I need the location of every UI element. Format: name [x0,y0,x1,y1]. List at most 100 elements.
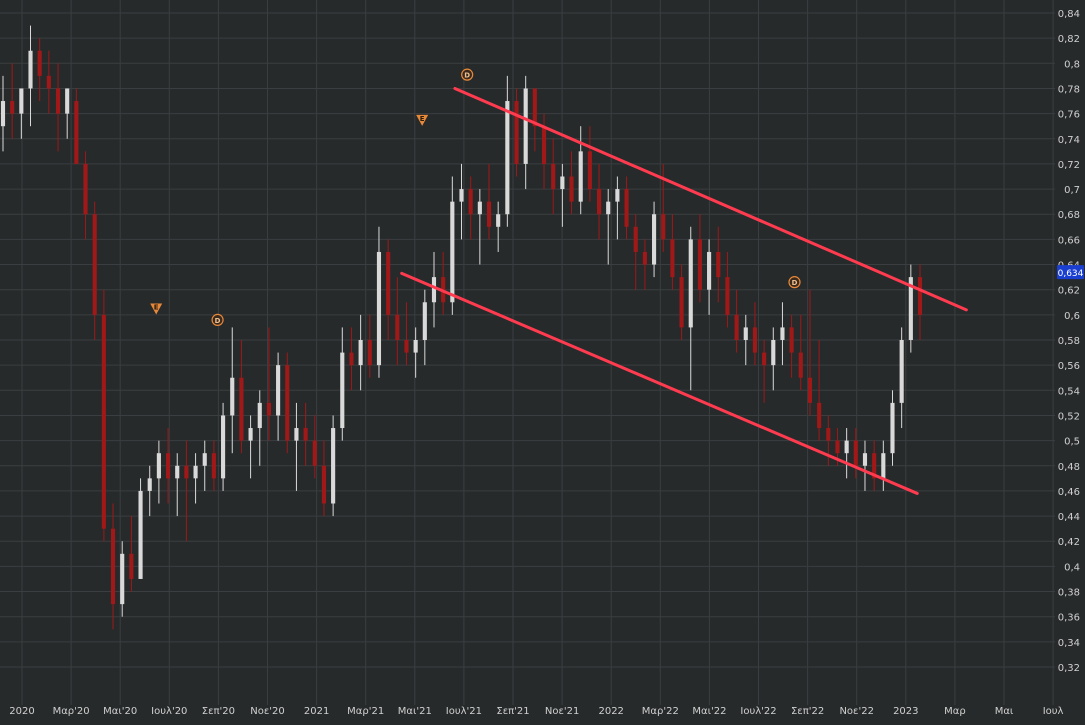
candle-body-down [853,440,858,466]
event-marker-dividend-icon [211,313,224,326]
y-tick-label: 0,7 [1064,185,1080,196]
candle-body-up [230,377,235,416]
y-tick-label: 0,74 [1058,135,1080,146]
x-tick-label: Μαρ [944,706,966,717]
candle-body-down [762,352,767,366]
candle-body-up [202,453,207,466]
candle-body-up [156,453,161,479]
candle-body-up [523,88,528,164]
candle-body-down [285,365,290,441]
candle-body-up [221,415,226,479]
candle-body-down [101,314,106,529]
y-tick-label: 0,84 [1058,9,1080,20]
candle-body-up [358,340,363,366]
candle-body-up [193,465,198,479]
candle-body-down [386,251,391,315]
candle-body-up [881,453,886,479]
candle-body-up [459,189,464,202]
candle-body-down [670,239,675,278]
candle-body-down [37,50,42,76]
candle-body-down [661,214,666,240]
y-tick-label: 0,68 [1058,210,1080,221]
x-tick-label: Ιουλ [1043,706,1064,717]
candle-body-up [615,189,620,202]
candle-body-down [587,151,592,190]
last-price-box [1057,265,1084,280]
candle-body-down [596,189,602,215]
y-tick-label: 0,8 [1064,59,1080,70]
y-tick-label: 0,32 [1058,663,1080,674]
candle-body-down [110,528,116,605]
x-tick-label: Μαρ'21 [347,706,384,717]
candle-body-up [578,151,583,202]
candle-body-down [321,465,327,504]
y-tick-label: 0,52 [1058,411,1080,422]
x-tick-label: Μαι'21 [398,706,432,717]
candle-body-up [890,402,895,454]
candle-body-down [486,201,492,227]
candles-layer [0,25,923,630]
y-tick-label: 0,46 [1058,487,1080,498]
y-tick-label: 0,6 [1064,311,1080,322]
horizontal-grid [0,12,1055,668]
x-tick-label: Ιουλ'21 [446,706,482,717]
candle-body-down [92,214,97,315]
candle-body-up [257,402,262,429]
candle-body-down [633,226,638,252]
candle-body-up [422,302,427,340]
event-markers-layer: E D E D D [150,68,801,326]
candle-body-down [541,126,547,164]
trendlines-layer [400,86,968,495]
x-tick-label: Ιουλ'20 [151,706,187,717]
candle-body-down [55,88,61,114]
candle-body-up [908,277,913,340]
x-tick-label: 2021 [304,706,329,717]
candle-body-down [789,327,794,353]
x-tick-label: Μαρ'20 [53,706,90,717]
y-axis: 0,84 0,82 0,8 0,78 0,76 0,74 0,72 0,7 0,68 0,66 0,… [1058,9,1080,674]
x-tick-label: 2023 [893,706,918,717]
candle-body-up [276,365,281,416]
x-tick-label: Νοε'20 [250,706,284,717]
candle-body-up [707,251,712,290]
candle-body-up [376,251,382,366]
candle-body-up [844,440,849,454]
candle-body-up [431,277,437,303]
event-marker-dividend-icon [461,68,474,81]
y-tick-label: 0,54 [1058,386,1080,397]
candle-body-up [450,201,455,303]
candle-body-down [817,402,822,429]
x-tick-label: Μαι'20 [103,706,137,717]
x-tick-label: Μαρ'22 [642,706,679,717]
candle-body-up [477,201,482,215]
candle-body-up [413,340,418,353]
y-tick-label: 0,48 [1058,462,1080,473]
candle-body-down [468,189,473,215]
y-tick-label: 0,66 [1058,235,1080,246]
candle-body-down [165,453,171,479]
candle-body-down [624,189,629,227]
x-tick-label: Νοε'22 [839,706,873,717]
event-marker-dividend-icon [788,276,801,289]
x-tick-label: 2022 [598,706,623,717]
y-tick-label: 0,34 [1058,638,1080,649]
y-tick-label: 0,76 [1058,110,1080,121]
candle-body-down [46,75,51,89]
candle-body-down [303,428,308,441]
x-tick-label: 2020 [9,706,34,717]
candle-body-up [0,101,6,127]
candle-body-down [74,101,79,164]
candle-body-up [248,428,253,441]
candle-body-down [917,277,923,315]
candle-body-down [10,101,15,114]
y-tick-label: 0,82 [1058,34,1080,45]
event-marker-label: D [792,279,798,287]
candle-body-down [807,377,813,403]
candle-body-down [349,352,354,366]
candle-body-down [551,163,556,190]
trendline [400,271,919,495]
candle-body-up [743,327,748,340]
candle-body-down [569,176,574,202]
candle-body-up [606,201,611,215]
